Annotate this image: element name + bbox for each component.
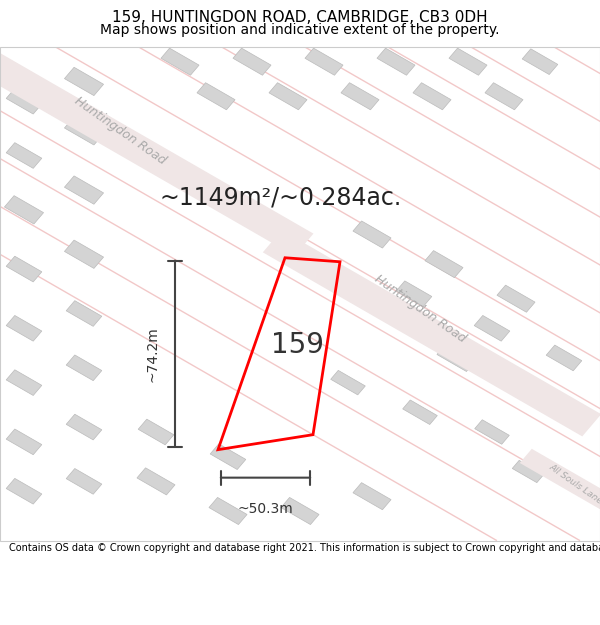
Polygon shape [4, 196, 44, 224]
Text: Huntingdon Road: Huntingdon Road [72, 94, 168, 168]
Polygon shape [497, 285, 535, 312]
Polygon shape [6, 429, 42, 455]
Polygon shape [6, 370, 42, 396]
Polygon shape [520, 449, 600, 514]
Polygon shape [66, 301, 102, 326]
Polygon shape [269, 82, 307, 110]
Polygon shape [64, 176, 104, 204]
Polygon shape [66, 355, 102, 381]
Polygon shape [353, 482, 391, 510]
Text: 159: 159 [271, 331, 323, 359]
Polygon shape [353, 221, 391, 248]
Text: ~74.2m: ~74.2m [146, 326, 160, 382]
Polygon shape [137, 468, 175, 495]
Polygon shape [161, 48, 199, 75]
Polygon shape [64, 240, 104, 268]
Polygon shape [138, 419, 174, 445]
Polygon shape [509, 379, 547, 406]
Polygon shape [377, 48, 415, 75]
Polygon shape [6, 316, 42, 341]
Polygon shape [485, 82, 523, 110]
Polygon shape [6, 478, 42, 504]
Polygon shape [233, 48, 271, 75]
Text: 159, HUNTINGDON ROAD, CAMBRIDGE, CB3 0DH: 159, HUNTINGDON ROAD, CAMBRIDGE, CB3 0DH [112, 10, 488, 25]
Polygon shape [512, 461, 544, 482]
Text: All Souls Lane: All Souls Lane [548, 462, 600, 506]
Text: Contains OS data © Crown copyright and database right 2021. This information is : Contains OS data © Crown copyright and d… [9, 543, 600, 553]
Polygon shape [474, 316, 510, 341]
Polygon shape [437, 344, 475, 371]
Polygon shape [209, 498, 247, 524]
Polygon shape [6, 88, 42, 114]
Polygon shape [197, 82, 235, 110]
Polygon shape [396, 281, 432, 307]
Polygon shape [210, 444, 246, 469]
Polygon shape [475, 420, 509, 444]
Polygon shape [66, 414, 102, 440]
Polygon shape [331, 371, 365, 395]
Text: Huntingdon Road: Huntingdon Road [372, 272, 468, 345]
Text: ~50.3m: ~50.3m [238, 503, 293, 516]
Text: ~1149m²/~0.284ac.: ~1149m²/~0.284ac. [160, 186, 402, 210]
Polygon shape [0, 36, 313, 256]
Polygon shape [6, 142, 42, 168]
Polygon shape [341, 82, 379, 110]
Polygon shape [64, 117, 104, 145]
Polygon shape [546, 345, 582, 371]
Polygon shape [305, 48, 343, 75]
Text: Map shows position and indicative extent of the property.: Map shows position and indicative extent… [100, 22, 500, 36]
Polygon shape [413, 82, 451, 110]
Polygon shape [64, 68, 104, 96]
Polygon shape [263, 230, 600, 436]
Polygon shape [6, 256, 42, 282]
Polygon shape [403, 400, 437, 424]
Polygon shape [281, 498, 319, 524]
Polygon shape [522, 49, 558, 74]
Polygon shape [425, 251, 463, 278]
Polygon shape [449, 48, 487, 75]
Polygon shape [66, 469, 102, 494]
